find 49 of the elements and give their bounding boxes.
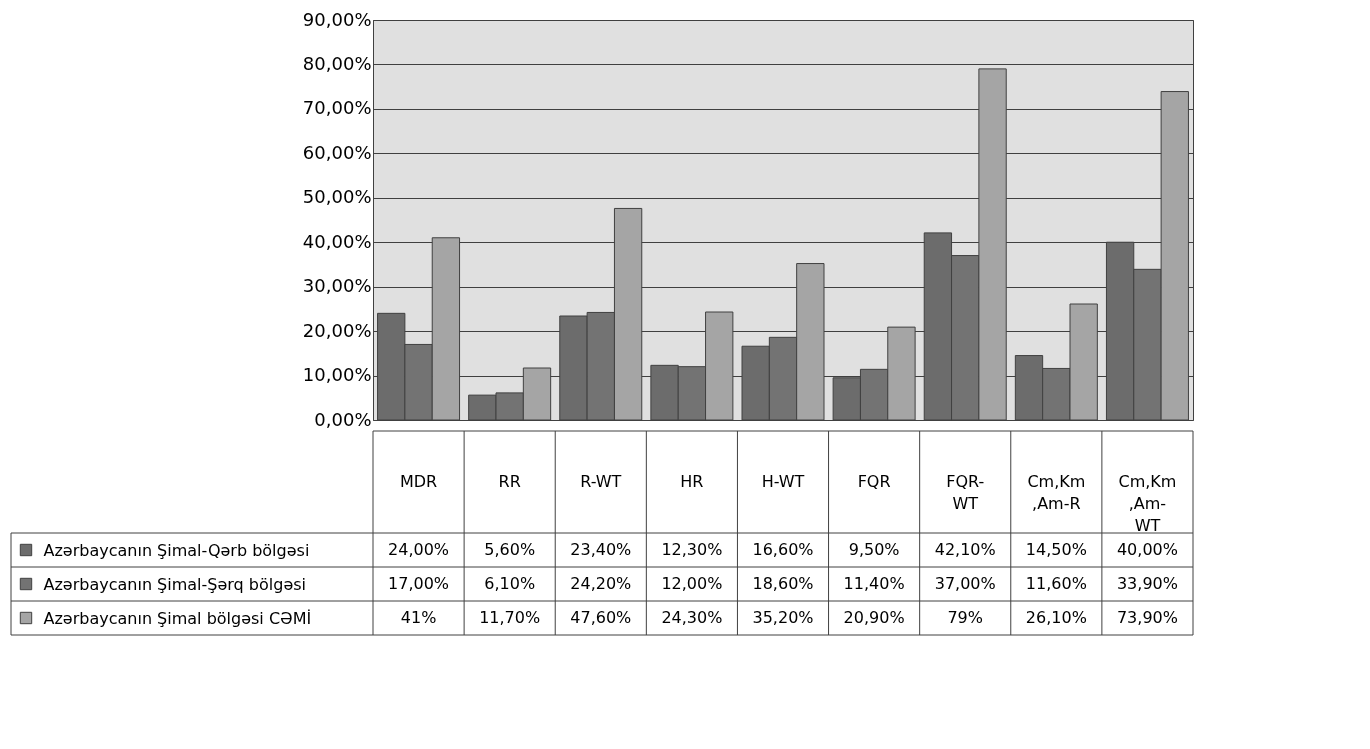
y-tick-label: 0,00%	[314, 408, 372, 430]
data-label: 24,20%	[570, 574, 632, 593]
x-tick-label: HR	[680, 472, 704, 491]
data-label: 11,60%	[1025, 574, 1087, 593]
data-label: 11,40%	[843, 574, 905, 593]
data-label: 16,60%	[752, 540, 814, 559]
y-tick-label: 80,00%	[302, 52, 372, 74]
data-label: 6,10%	[484, 574, 536, 593]
data-label: 40,00%	[1116, 540, 1178, 559]
data-label: 41%	[400, 608, 437, 627]
x-tick-label: MDR	[399, 472, 438, 491]
data-label: 47,60%	[570, 608, 632, 627]
legend-label: Azərbaycanın Şimal-Şərq bölgəsi	[43, 574, 307, 594]
data-label: 79%	[947, 608, 983, 627]
data-label: 35,20%	[752, 608, 814, 627]
y-tick-label: 10,00%	[302, 364, 372, 386]
data-label: 12,00%	[661, 574, 723, 593]
legend-label: Azərbaycanın Şimal-Qərb bölgəsi	[43, 540, 310, 560]
legend-label: Azərbaycanın Şimal bölgəsi CƏMİ	[43, 608, 312, 628]
data-label: 37,00%	[934, 574, 996, 593]
data-label: 14,50%	[1025, 540, 1087, 559]
x-tick-label: R-WT	[580, 472, 622, 491]
x-tick-label: FQR-WT	[946, 472, 985, 513]
y-tick-label: 70,00%	[302, 97, 372, 119]
data-label: 11,70%	[479, 608, 541, 627]
data-label: 17,00%	[388, 574, 450, 593]
y-tick-label: 50,00%	[302, 186, 372, 208]
y-tick-label: 90,00%	[302, 8, 372, 30]
data-label: 24,30%	[661, 608, 723, 627]
data-label: 33,90%	[1116, 574, 1178, 593]
y-tick-label: 40,00%	[302, 230, 372, 252]
y-tick-label: 60,00%	[302, 141, 372, 163]
x-tick-label: FQR	[857, 472, 891, 491]
y-tick-label: 30,00%	[302, 275, 372, 297]
data-label: 73,90%	[1116, 608, 1178, 627]
x-tick-label: Cm,Km,Am-R	[1027, 472, 1086, 513]
x-tick-label: H-WT	[761, 472, 805, 491]
y-tick-label: 20,00%	[302, 319, 372, 341]
data-label: 18,60%	[752, 574, 814, 593]
data-label: 26,10%	[1025, 608, 1087, 627]
data-label: 24,00%	[388, 540, 450, 559]
x-tick-label: Cm,Km,Am-WT	[1118, 472, 1177, 535]
data-label: 20,90%	[843, 608, 905, 627]
data-label: 23,40%	[570, 540, 632, 559]
x-tick-label: RR	[498, 472, 521, 491]
data-label: 12,30%	[661, 540, 723, 559]
data-label: 5,60%	[484, 540, 536, 559]
data-label: 9,50%	[848, 540, 900, 559]
data-label: 42,10%	[934, 540, 996, 559]
